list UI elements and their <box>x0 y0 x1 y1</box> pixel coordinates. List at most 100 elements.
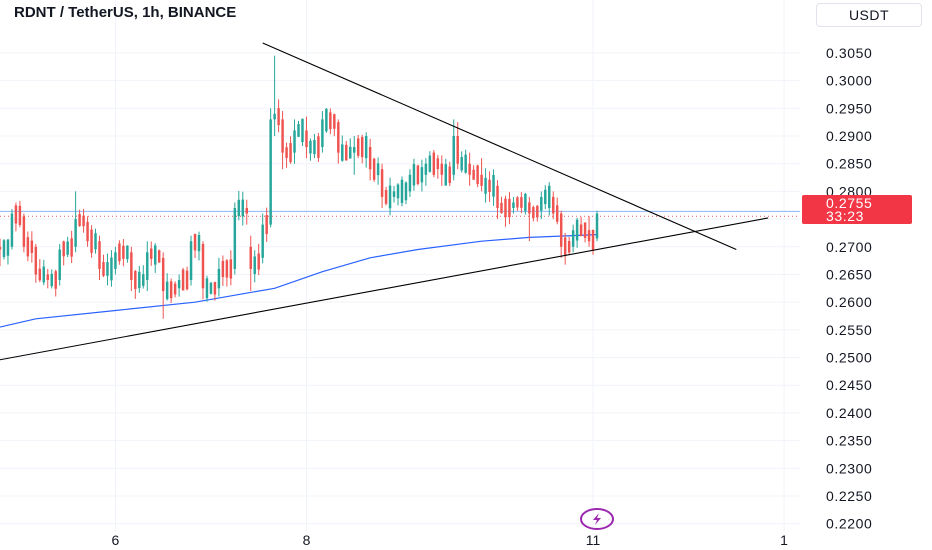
lightning-bolt-icon[interactable] <box>580 508 614 530</box>
time-tick-label: 1 <box>780 532 788 548</box>
candle <box>233 202 237 275</box>
candle <box>118 240 121 265</box>
candle-body <box>98 241 101 269</box>
candle <box>563 232 567 265</box>
candle <box>0 238 2 267</box>
price-tick-label: 0.2300 <box>826 460 872 476</box>
candle-body <box>118 243 121 262</box>
candle <box>2 239 6 260</box>
candle-body <box>66 241 69 255</box>
candle-body <box>595 213 599 239</box>
candle <box>468 152 471 186</box>
candle-body <box>329 112 332 130</box>
candle <box>408 169 412 197</box>
candle <box>579 216 583 237</box>
candle <box>524 192 527 215</box>
candle <box>396 183 400 206</box>
candle-body <box>34 246 38 275</box>
candle-body <box>313 139 316 155</box>
candle <box>480 158 483 192</box>
candle <box>110 250 113 287</box>
candle-body <box>106 262 109 276</box>
candle-body <box>337 122 340 153</box>
price-axis[interactable]: 0.30500.30000.29500.29000.28500.28000.27… <box>826 45 872 532</box>
candle-body <box>448 166 451 183</box>
price-tick-label: 0.2400 <box>826 405 872 421</box>
trendline-upper <box>262 42 737 251</box>
candle-body <box>516 197 519 208</box>
candle-body <box>10 213 14 247</box>
time-axis[interactable]: 6 8 11 1 <box>112 532 789 548</box>
candle <box>205 275 209 302</box>
candle-body <box>420 167 424 183</box>
candle <box>138 265 141 293</box>
candle <box>293 119 296 164</box>
candle-body <box>488 179 491 192</box>
candle-body <box>94 233 97 250</box>
candle <box>416 164 420 186</box>
candle-body <box>559 213 563 247</box>
time-tick-label: 6 <box>112 532 120 548</box>
candle-body <box>504 198 507 218</box>
candle <box>484 168 487 203</box>
candle <box>368 138 372 181</box>
candle-body <box>249 246 252 269</box>
candle <box>209 281 213 295</box>
candle-body <box>209 282 213 294</box>
candle <box>74 191 77 253</box>
candle <box>552 191 555 220</box>
candle <box>150 241 153 266</box>
candle-body <box>368 147 372 170</box>
candle <box>94 228 97 254</box>
candle <box>281 111 284 170</box>
candle <box>317 132 320 162</box>
candle <box>78 209 81 227</box>
candle-body <box>253 256 256 274</box>
candle <box>424 158 428 186</box>
candle <box>165 273 169 301</box>
candle-body <box>6 239 10 256</box>
time-tick-label: 8 <box>303 532 311 548</box>
candle <box>448 161 451 187</box>
candle <box>289 136 292 164</box>
candle <box>456 122 459 170</box>
candle-body <box>201 244 205 289</box>
candle <box>384 186 388 206</box>
candle-body <box>18 205 22 225</box>
candle <box>90 225 93 258</box>
candle <box>201 241 205 300</box>
candle <box>253 250 256 283</box>
candle-body <box>130 252 133 280</box>
candle <box>177 274 181 297</box>
candle <box>126 245 129 263</box>
candle <box>512 196 515 214</box>
candle-body <box>349 146 352 159</box>
currency-selector-button[interactable]: USDT <box>816 3 922 27</box>
candle-body <box>205 278 209 299</box>
candle <box>58 244 61 286</box>
candle-body <box>472 169 475 180</box>
candle-body <box>456 136 459 164</box>
candle-body <box>165 281 169 300</box>
candle-body <box>285 147 288 158</box>
candle <box>181 267 185 291</box>
candle-body <box>293 130 296 153</box>
candle-body <box>54 271 57 289</box>
candle <box>277 99 280 133</box>
candle <box>42 259 46 286</box>
price-tick-label: 0.2350 <box>826 433 872 449</box>
candle <box>313 134 316 159</box>
candle <box>436 154 440 179</box>
candle-body <box>321 119 324 148</box>
candle-body <box>74 219 77 247</box>
candle-body <box>58 249 61 280</box>
candle <box>46 268 49 289</box>
candle-body <box>345 144 348 161</box>
candle <box>297 120 300 138</box>
candle-body <box>341 144 344 161</box>
candle-body <box>496 185 499 208</box>
candle-body <box>583 222 587 238</box>
price-badge: 0.2755 33:23 <box>802 195 912 224</box>
candle <box>432 150 436 178</box>
